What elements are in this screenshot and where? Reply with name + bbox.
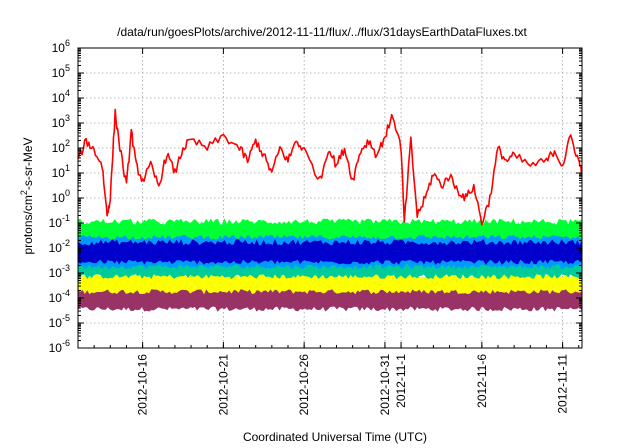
y-axis-title-base: protons/cm: [21, 195, 35, 254]
y-tick-label-exponent: 4: [65, 88, 70, 98]
x-tick-label: 2012-11-1: [394, 354, 408, 408]
y-tick-label: 104: [52, 88, 70, 105]
y-tick-label: 105: [52, 63, 70, 80]
y-tick-label-exponent: -1: [62, 213, 70, 223]
y-tick-label-exponent: -6: [62, 338, 70, 348]
chart-title: /data/run/goesPlots/archive/2012-11-11/f…: [117, 25, 527, 39]
y-tick-label-base: 10: [49, 341, 63, 355]
y-tick-label-base: 10: [49, 316, 63, 330]
y-tick-label-exponent: -5: [62, 313, 70, 323]
y-tick-label: 10-2: [49, 238, 70, 255]
y-tick-label: 101: [52, 163, 70, 180]
y-tick-label-base: 10: [52, 191, 66, 205]
x-tick-label: 2012-11-6: [475, 354, 489, 408]
y-tick-label-exponent: -2: [62, 238, 70, 248]
y-tick-label-exponent: -3: [62, 263, 70, 273]
y-tick-label-exponent: 1: [65, 163, 70, 173]
y-tick-label-base: 10: [52, 116, 66, 130]
data-bands: [77, 218, 583, 312]
y-tick-label: 103: [52, 113, 70, 130]
y-axis-title-sup: 2: [19, 190, 29, 195]
y-tick-label-base: 10: [49, 216, 63, 230]
y-tick-label-base: 10: [49, 291, 63, 305]
y-tick-label: 10-4: [49, 288, 70, 305]
y-axis-title-rest: -s-sr-MeV: [21, 137, 35, 190]
x-tick-label: 2012-10-31: [378, 354, 392, 416]
y-tick-label-exponent: 0: [65, 188, 70, 198]
y-tick-labels: 10-610-510-410-310-210-11001011021031041…: [49, 38, 70, 355]
y-tick-label-exponent: -4: [62, 288, 70, 298]
y-tick-label-exponent: 3: [65, 113, 70, 123]
y-tick-label-exponent: 6: [65, 38, 70, 48]
x-tick-label: 2012-10-16: [136, 354, 150, 416]
y-tick-label-base: 10: [52, 66, 66, 80]
x-tick-labels: 2012-10-16 2012-10-21 2012-10-26 2012-10-31…: [136, 354, 570, 416]
y-tick-label: 10-6: [49, 338, 70, 355]
y-tick-label-base: 10: [49, 241, 63, 255]
y-tick-label: 102: [52, 138, 70, 155]
y-tick-label-base: 10: [52, 91, 66, 105]
x-tick-label: 2012-10-21: [216, 354, 230, 416]
y-tick-label-base: 10: [52, 166, 66, 180]
y-tick-label: 106: [52, 38, 70, 55]
y-tick-label-base: 10: [52, 41, 66, 55]
x-tick-label: 2012-10-26: [297, 354, 311, 416]
x-tick-label: 2012-11-11: [556, 354, 570, 414]
y-tick-label: 100: [52, 188, 70, 205]
y-axis-title: protons/cm2-s-sr-MeV: [19, 137, 35, 254]
y-tick-label: 10-5: [49, 313, 70, 330]
y-tick-label: 10-1: [49, 213, 70, 230]
data-series: [77, 108, 583, 226]
y-tick-label: 10-3: [49, 263, 70, 280]
y-tick-label-exponent: 5: [65, 63, 70, 73]
y-tick-label-exponent: 2: [65, 138, 70, 148]
y-tick-label-base: 10: [52, 141, 66, 155]
proton-flux-line: [77, 108, 583, 226]
axis-ticks: [77, 47, 582, 349]
y-tick-label-base: 10: [49, 266, 63, 280]
x-axis-title: Coordinated Universal Time (UTC): [243, 430, 427, 444]
